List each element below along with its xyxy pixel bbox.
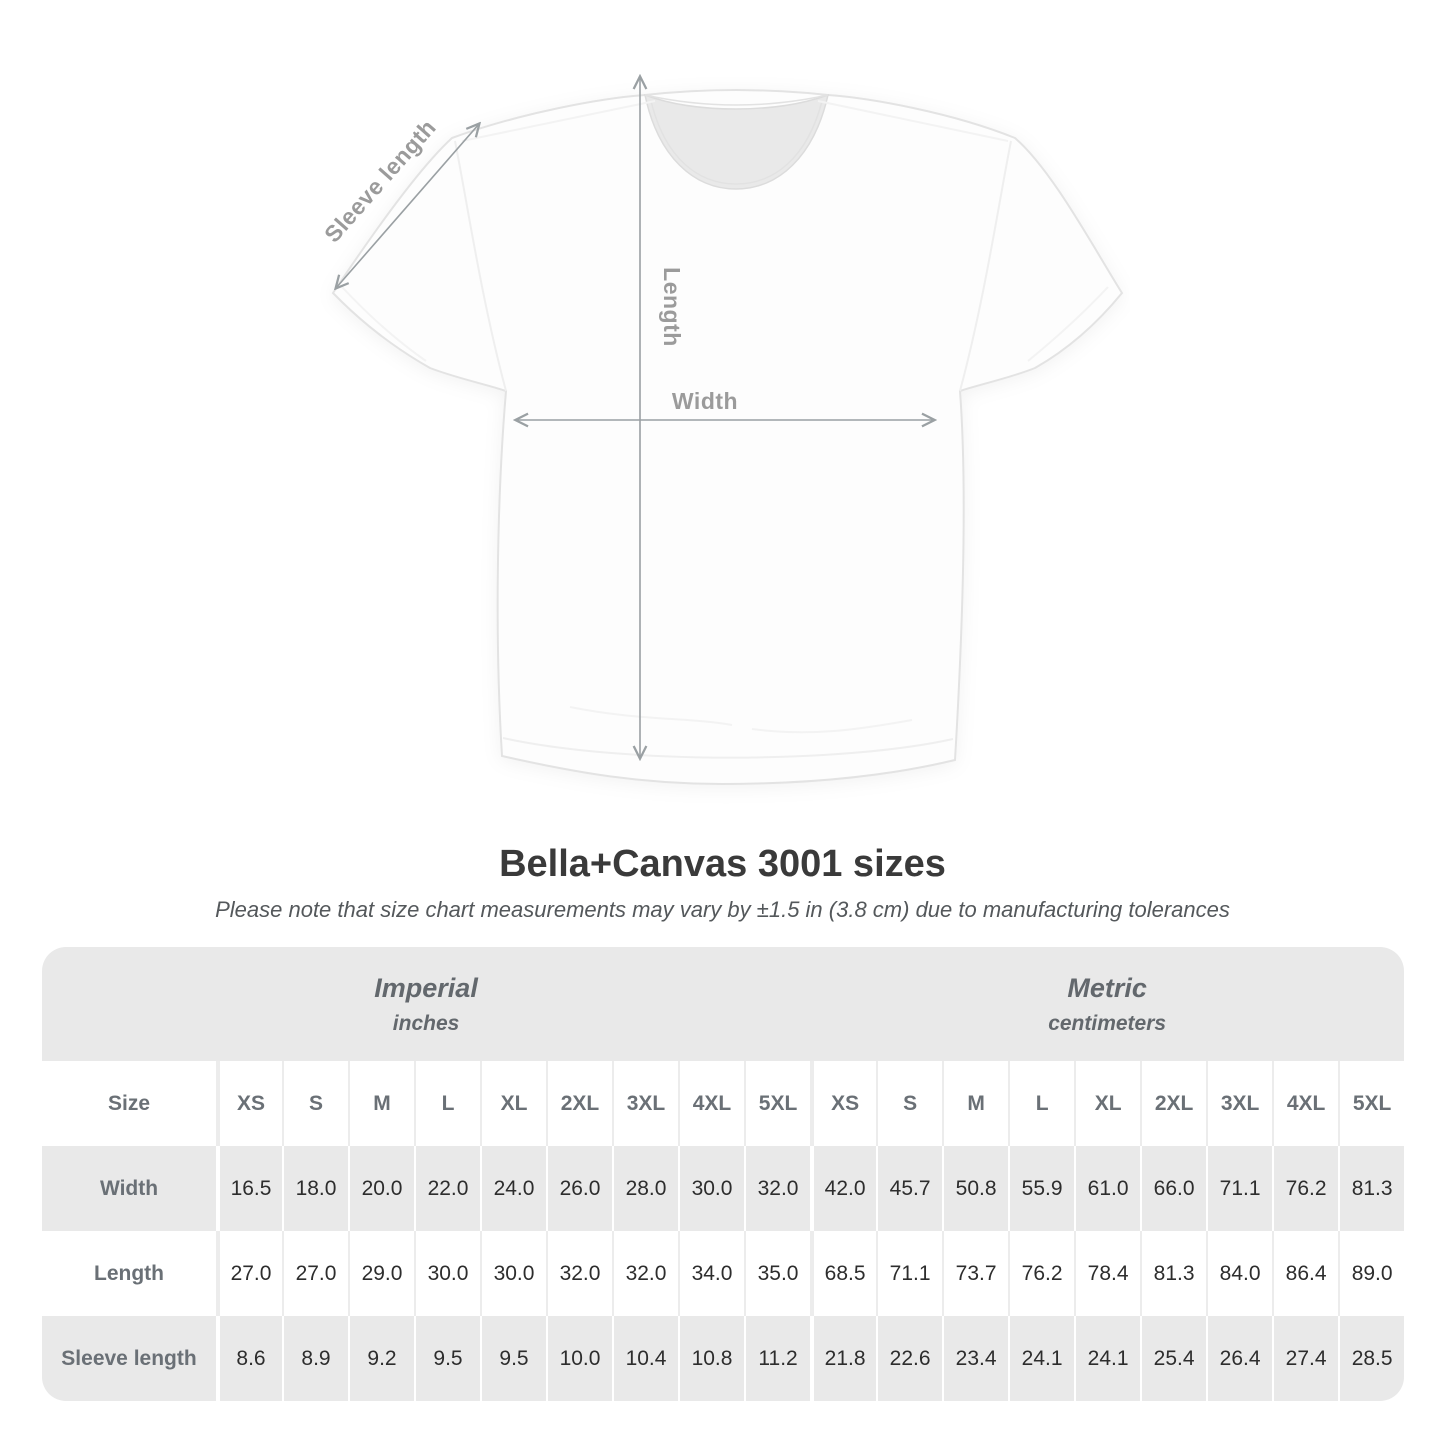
size-col-header-imperial: 2XL [546, 1061, 612, 1146]
measurement-cell-metric: 61.0 [1074, 1146, 1141, 1231]
measurement-cell-metric: 27.4 [1272, 1316, 1339, 1401]
size-col-header-metric: 2XL [1140, 1061, 1207, 1146]
row-label: Length [42, 1231, 216, 1316]
measurement-cell-metric: 89.0 [1338, 1231, 1405, 1316]
measurement-cell-imperial: 27.0 [216, 1231, 282, 1316]
measurement-cell-imperial: 35.0 [744, 1231, 811, 1316]
measurement-cell-imperial: 10.0 [546, 1316, 612, 1401]
size-col-header-imperial: 5XL [744, 1061, 811, 1146]
measurement-cell-metric: 21.8 [810, 1316, 877, 1401]
measurement-cell-metric: 24.1 [1074, 1316, 1141, 1401]
imperial-section-title: Imperial [374, 973, 478, 1004]
metric-section-title: Metric [1067, 973, 1147, 1004]
size-col-header-metric: 3XL [1206, 1061, 1273, 1146]
measurement-cell-imperial: 30.0 [480, 1231, 546, 1316]
metric-section-header: Metric centimeters [810, 947, 1405, 1061]
measurement-cell-metric: 22.6 [876, 1316, 943, 1401]
measurement-cell-metric: 73.7 [942, 1231, 1009, 1316]
page-title: Bella+Canvas 3001 sizes [499, 843, 946, 885]
size-row-label: Size [42, 1061, 216, 1146]
measurement-cell-imperial: 8.6 [216, 1316, 282, 1401]
size-table-body: Size XS S M L XL 2XL 3XL 4XL 5XL XS S M L XL 2XL 3XL 4XL 5… [42, 1061, 1405, 1401]
measurement-cell-imperial: 34.0 [678, 1231, 744, 1316]
size-col-header-imperial: 3XL [612, 1061, 678, 1146]
collar-opening [643, 93, 830, 190]
table-row: Size XS S M L XL 2XL 3XL 4XL 5XL XS S M L XL 2XL 3XL 4XL 5… [42, 1061, 1405, 1146]
measurement-cell-metric: 86.4 [1272, 1231, 1339, 1316]
measurement-cell-metric: 66.0 [1140, 1146, 1207, 1231]
measurement-cell-metric: 42.0 [810, 1146, 877, 1231]
tolerance-note: Please note that size chart measurements… [215, 897, 1230, 922]
measurement-cell-imperial: 10.8 [678, 1316, 744, 1401]
size-col-header-imperial: L [414, 1061, 480, 1146]
measurement-cell-imperial: 9.2 [348, 1316, 414, 1401]
size-col-header-metric: 4XL [1272, 1061, 1339, 1146]
measurement-cell-metric: 81.3 [1140, 1231, 1207, 1316]
measurement-cell-metric: 76.2 [1272, 1146, 1339, 1231]
measurement-cell-imperial: 20.0 [348, 1146, 414, 1231]
measurement-cell-imperial: 18.0 [282, 1146, 348, 1231]
imperial-section-header: Imperial inches [42, 947, 811, 1061]
measurement-cell-imperial: 9.5 [480, 1316, 546, 1401]
measurement-cell-metric: 26.4 [1206, 1316, 1273, 1401]
imperial-section-unit: inches [392, 1011, 460, 1035]
measurement-cell-metric: 50.8 [942, 1146, 1009, 1231]
size-col-header-imperial: 4XL [678, 1061, 744, 1146]
size-col-header-imperial: S [282, 1061, 348, 1146]
measurement-cell-imperial: 16.5 [216, 1146, 282, 1231]
measurement-cell-imperial: 32.0 [744, 1146, 811, 1231]
size-col-header-metric: XS [810, 1061, 877, 1146]
measurement-cell-imperial: 9.5 [414, 1316, 480, 1401]
metric-section-unit: centimeters [1048, 1011, 1167, 1035]
measurement-cell-metric: 45.7 [876, 1146, 943, 1231]
size-col-header-metric: 5XL [1338, 1061, 1405, 1146]
size-col-header-imperial: XS [216, 1061, 282, 1146]
section-header-row: Imperial inches Metric centimeters [42, 947, 1405, 1061]
size-col-header-metric: XL [1074, 1061, 1141, 1146]
measurement-cell-metric: 28.5 [1338, 1316, 1405, 1401]
measurement-cell-imperial: 30.0 [414, 1231, 480, 1316]
measurement-cell-metric: 23.4 [942, 1316, 1009, 1401]
measurement-cell-imperial: 29.0 [348, 1231, 414, 1316]
measurement-cell-metric: 81.3 [1338, 1146, 1405, 1231]
measurement-cell-imperial: 27.0 [282, 1231, 348, 1316]
measurement-cell-metric: 78.4 [1074, 1231, 1141, 1316]
measurement-cell-imperial: 11.2 [744, 1316, 811, 1401]
measurement-cell-imperial: 32.0 [612, 1231, 678, 1316]
measurement-cell-metric: 71.1 [1206, 1146, 1273, 1231]
size-col-header-metric: L [1008, 1061, 1075, 1146]
size-col-header-metric: S [876, 1061, 943, 1146]
measurement-cell-imperial: 22.0 [414, 1146, 480, 1231]
table-row: Sleeve length 8.6 8.9 9.2 9.5 9.5 10.0 10.4 10.8… [42, 1316, 1405, 1401]
table-row: Length 27.0 27.0 29.0 30.0 30.0 32.0 32.0 34.0 35… [42, 1231, 1405, 1316]
measurement-cell-imperial: 28.0 [612, 1146, 678, 1231]
measurement-cell-imperial: 30.0 [678, 1146, 744, 1231]
length-label: Length [659, 267, 685, 347]
size-col-header-imperial: M [348, 1061, 414, 1146]
tshirt-graphic [331, 89, 1124, 786]
row-label: Sleeve length [42, 1316, 216, 1401]
sleeve-length-arrow [336, 124, 479, 288]
measurement-cell-metric: 84.0 [1206, 1231, 1273, 1316]
size-col-header-metric: M [942, 1061, 1009, 1146]
tshirt-diagram: Sleeve length Length Width [320, 65, 1124, 786]
measurement-cell-metric: 68.5 [810, 1231, 877, 1316]
measurement-cell-metric: 71.1 [876, 1231, 943, 1316]
measurement-cell-imperial: 8.9 [282, 1316, 348, 1401]
measurement-cell-metric: 55.9 [1008, 1146, 1075, 1231]
size-table: Imperial inches Metric centimeters Size X… [42, 947, 1405, 1401]
measurement-cell-imperial: 10.4 [612, 1316, 678, 1401]
measurement-cell-imperial: 26.0 [546, 1146, 612, 1231]
measurement-cell-metric: 25.4 [1140, 1316, 1207, 1401]
measurement-cell-imperial: 32.0 [546, 1231, 612, 1316]
measurement-cell-metric: 76.2 [1008, 1231, 1075, 1316]
width-label: Width [672, 388, 738, 414]
size-col-header-imperial: XL [480, 1061, 546, 1146]
measurement-cell-metric: 24.1 [1008, 1316, 1075, 1401]
row-label: Width [42, 1146, 216, 1231]
measurement-cell-imperial: 24.0 [480, 1146, 546, 1231]
table-row: Width 16.5 18.0 20.0 22.0 24.0 26.0 28.0 30.0 32.… [42, 1146, 1405, 1231]
